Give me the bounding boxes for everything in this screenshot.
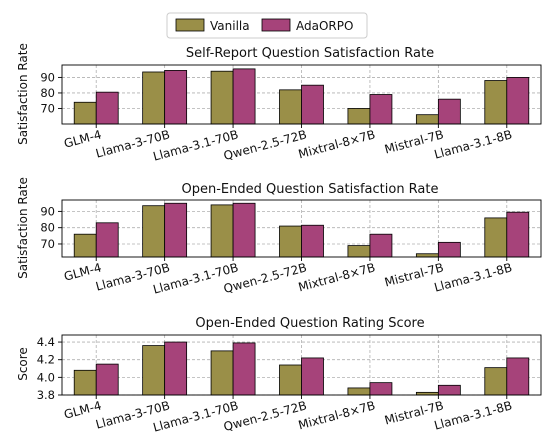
bar-vanilla xyxy=(210,70,234,125)
bar-vanilla xyxy=(415,253,439,258)
bar-adaorpo xyxy=(437,384,461,396)
chart-title: Open-Ended Question Rating Score xyxy=(195,316,424,331)
bar-adaorpo xyxy=(369,94,393,125)
bar-adaorpo xyxy=(95,222,119,258)
chart-title: Open-Ended Question Satisfaction Rate xyxy=(181,182,438,197)
chart-panel-self-report: Self-Report Question Satisfaction Rate S… xyxy=(16,43,542,164)
bar-adaorpo xyxy=(164,70,188,125)
x-tick-label: Llama-3.1-8B xyxy=(433,127,514,161)
bar-adaorpo xyxy=(369,382,393,396)
y-tick-label: 80 xyxy=(40,86,55,100)
legend-label-adaorpo: AdaORPO xyxy=(296,19,353,33)
y-tick-label: 4.4 xyxy=(37,335,55,349)
bar-vanilla xyxy=(484,80,508,125)
bar-adaorpo xyxy=(301,357,324,396)
bar-vanilla xyxy=(347,245,371,258)
y-tick-label: 4.0 xyxy=(37,370,55,384)
bar-vanilla xyxy=(279,89,302,125)
bar-vanilla xyxy=(73,233,97,258)
legend-swatch-vanilla xyxy=(175,18,205,32)
legend-label-vanilla: Vanilla xyxy=(210,19,250,33)
bar-vanilla xyxy=(347,387,371,396)
y-tick-label: 80 xyxy=(40,221,55,235)
y-tick-label: 70 xyxy=(40,101,55,115)
bar-adaorpo xyxy=(301,84,324,125)
bar-vanilla xyxy=(142,71,166,125)
x-tick-label: Mixtral-8×7B xyxy=(297,398,377,432)
legend: Vanilla AdaORPO xyxy=(166,12,368,39)
y-tick-label: 4.2 xyxy=(37,353,55,367)
y-tick-label: 3.8 xyxy=(37,388,55,402)
y-axis-label: Satisfaction Rate xyxy=(16,43,30,145)
bar-adaorpo xyxy=(437,98,461,125)
bar-adaorpo xyxy=(232,68,256,125)
bar-vanilla xyxy=(73,101,97,125)
legend-swatch-adaorpo xyxy=(261,18,291,32)
bar-adaorpo xyxy=(301,224,324,258)
bar-vanilla xyxy=(142,345,166,396)
x-tick-label: Mixtral-8×7B xyxy=(297,260,377,294)
bar-adaorpo xyxy=(232,202,256,258)
x-tick-label: Llama-3.1-8B xyxy=(433,398,514,432)
bar-adaorpo xyxy=(232,342,256,396)
bar-adaorpo xyxy=(164,202,188,258)
chart-panel-rating-score: Open-Ended Question Rating Score Score 4… xyxy=(16,316,542,435)
bar-adaorpo xyxy=(437,241,461,258)
bar-adaorpo xyxy=(95,91,119,125)
x-tick-label: Mixtral-8×7B xyxy=(297,127,377,161)
y-tick-label: 90 xyxy=(40,204,55,218)
bar-vanilla xyxy=(347,108,371,125)
bar-vanilla xyxy=(210,204,234,258)
chart-panel-open-ended-rate: Open-Ended Question Satisfaction Rate Sa… xyxy=(16,177,542,297)
bar-adaorpo xyxy=(369,233,393,258)
bar-adaorpo xyxy=(164,341,188,396)
chart-title: Self-Report Question Satisfaction Rate xyxy=(186,46,434,61)
bar-vanilla xyxy=(279,364,302,396)
y-axis-label: Score xyxy=(16,347,30,381)
bar-vanilla xyxy=(279,225,302,258)
bar-vanilla xyxy=(210,350,234,396)
y-axis-label: Satisfaction Rate xyxy=(16,177,30,279)
bar-vanilla xyxy=(484,367,508,396)
bar-vanilla xyxy=(484,217,508,258)
bar-vanilla xyxy=(142,205,166,258)
bar-adaorpo xyxy=(506,77,530,125)
y-tick-label: 70 xyxy=(40,237,55,251)
y-tick-label: 90 xyxy=(40,70,55,84)
bar-adaorpo xyxy=(95,363,119,396)
bar-adaorpo xyxy=(506,357,530,396)
bar-adaorpo xyxy=(506,211,530,258)
bar-vanilla xyxy=(415,114,439,125)
x-tick-label: Llama-3.1-8B xyxy=(433,260,514,294)
bar-vanilla xyxy=(73,369,97,396)
